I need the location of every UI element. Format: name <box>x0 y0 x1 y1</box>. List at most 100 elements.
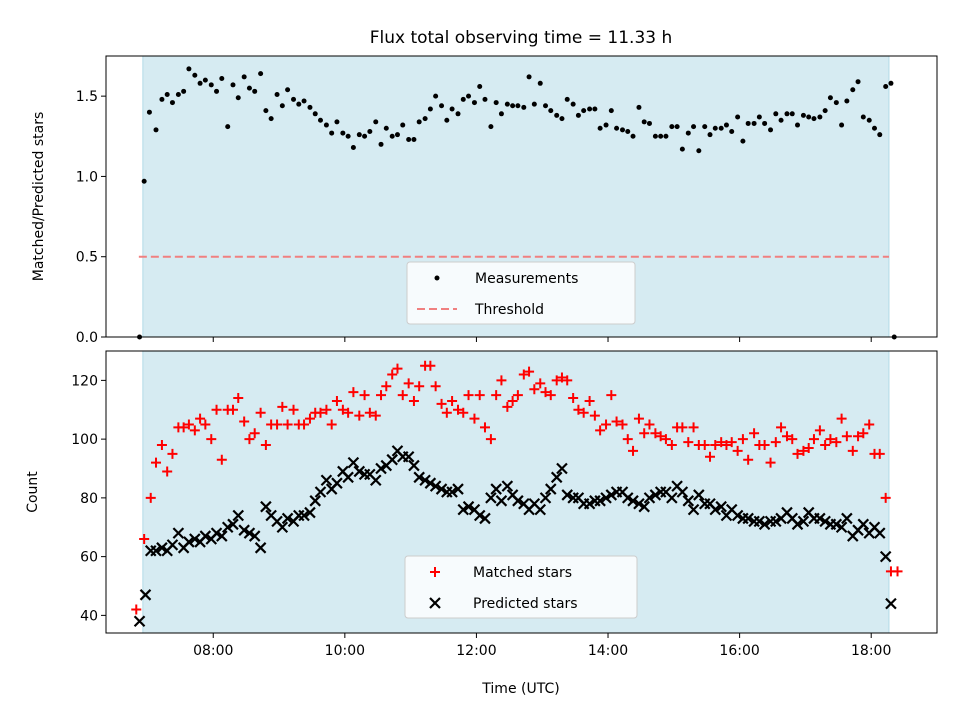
matched-star-point <box>145 492 156 503</box>
data-point <box>268 116 274 122</box>
matched-star-point <box>211 404 222 415</box>
data-point <box>252 88 258 94</box>
axes-frame <box>105 350 938 634</box>
matched-star-point <box>206 434 217 445</box>
matched-star-point <box>841 431 852 442</box>
predicted-star-point <box>166 539 179 551</box>
data-point <box>460 96 466 102</box>
legend-box <box>404 555 638 619</box>
data-point <box>285 87 291 93</box>
matched-star-point <box>348 387 359 398</box>
data-point <box>219 75 225 81</box>
matched-star-point <box>858 428 869 439</box>
y-tick-label: 40 <box>80 608 98 624</box>
data-point <box>554 112 560 118</box>
data-point <box>740 138 746 144</box>
legend-marker-matched <box>430 567 440 577</box>
matched-star-point <box>183 419 194 430</box>
predicted-star-point <box>402 450 415 463</box>
data-point <box>756 114 762 120</box>
legend-label: Matched stars <box>473 565 572 581</box>
data-point <box>230 82 236 88</box>
data-point <box>526 74 532 80</box>
data-point <box>444 117 450 123</box>
matched-star-point <box>765 457 776 468</box>
data-point <box>559 116 565 122</box>
data-point <box>208 82 214 88</box>
predicted-star-point <box>687 503 700 516</box>
y-axis-label: Count <box>25 471 41 513</box>
matched-star-point <box>343 407 354 418</box>
data-point <box>619 127 625 133</box>
predicted-star-point <box>133 615 146 628</box>
data-point <box>258 71 264 77</box>
data-point <box>246 85 252 91</box>
matched-star-point <box>239 416 250 427</box>
data-point <box>773 111 779 117</box>
matched-star-point <box>705 451 716 462</box>
matched-star-point <box>759 440 770 450</box>
predicted-star-point <box>791 518 804 531</box>
data-point <box>329 130 335 136</box>
data-point <box>691 124 697 130</box>
predicted-star-point <box>676 486 689 498</box>
predicted-star-point <box>556 462 568 475</box>
data-point <box>214 88 220 94</box>
matched-star-point <box>397 390 408 401</box>
predicted-star-point <box>534 503 547 516</box>
data-point <box>850 87 856 93</box>
matched-star-point <box>512 390 523 401</box>
data-point <box>883 84 889 90</box>
data-point <box>811 116 817 122</box>
data-point <box>192 72 198 78</box>
matched-star-point <box>277 401 288 412</box>
matched-star-point <box>507 395 518 406</box>
predicted-star-point <box>232 509 245 522</box>
data-point <box>400 122 406 128</box>
matched-star-point <box>776 422 787 433</box>
legend-marker-predicted <box>429 597 441 609</box>
matched-star-point <box>529 384 540 395</box>
data-point <box>477 84 483 90</box>
matched-star-point <box>189 425 200 436</box>
matched-star-point <box>479 422 490 433</box>
data-point <box>488 124 494 130</box>
data-point <box>186 66 192 72</box>
data-point <box>652 133 658 139</box>
data-point <box>181 88 187 94</box>
matched-star-point <box>853 431 864 442</box>
matched-star-point <box>260 440 271 450</box>
data-point <box>822 108 828 114</box>
predicted-star-point <box>347 456 360 469</box>
matched-star-point <box>584 395 595 406</box>
data-point <box>146 109 152 115</box>
data-point <box>521 104 527 110</box>
data-point <box>439 103 445 109</box>
matched-star-point <box>195 413 206 424</box>
matched-star-point <box>326 419 337 430</box>
matched-star-point <box>233 393 244 403</box>
data-point <box>625 128 631 134</box>
data-point <box>712 125 718 131</box>
data-point <box>548 108 554 114</box>
data-point <box>564 96 570 102</box>
predicted-star-point <box>314 486 327 498</box>
data-point <box>762 120 768 126</box>
predicted-star-point <box>408 459 420 472</box>
matched-star-point <box>787 434 798 445</box>
matched-star-point <box>485 434 496 445</box>
data-point <box>383 125 389 131</box>
predicted-star-point <box>309 495 322 507</box>
legend-label: Measurements <box>475 271 578 287</box>
data-point <box>153 127 159 133</box>
matched-star-point <box>601 419 612 430</box>
data-point <box>614 125 620 131</box>
bottom-panel: 40 60 80 100 120 08:00 10:00 12:00 14:00 16:00 18:… <box>25 350 938 659</box>
y-tick-label: 80 <box>80 491 98 507</box>
predicted-star-point <box>758 518 771 531</box>
data-point <box>735 114 741 120</box>
data-point <box>202 77 208 83</box>
matched-star-point <box>441 407 452 418</box>
axes-frame <box>105 55 938 338</box>
